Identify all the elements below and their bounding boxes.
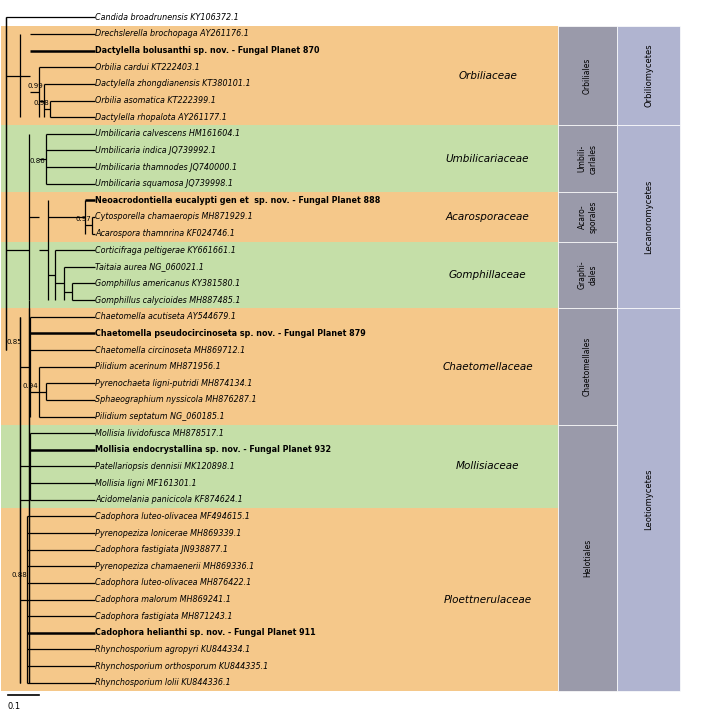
Bar (557, 192, 617, 242)
Bar (1, 192, 557, 242)
Text: Gomphillus americanus KY381580.1: Gomphillus americanus KY381580.1 (95, 279, 241, 288)
Text: Cadophora fastigiata JN938877.1: Cadophora fastigiata JN938877.1 (95, 545, 228, 554)
Text: Cadophora fastigiata MH871243.1: Cadophora fastigiata MH871243.1 (95, 611, 233, 621)
Text: Rhynchosporium agropyri KU844334.1: Rhynchosporium agropyri KU844334.1 (95, 645, 251, 654)
Text: Pyrenopeziza lonicerae MH869339.1: Pyrenopeziza lonicerae MH869339.1 (95, 528, 241, 538)
Text: Dactylella zhongdianensis KT380101.1: Dactylella zhongdianensis KT380101.1 (95, 80, 251, 88)
Bar (1, 309, 557, 425)
Text: Rhynchosporium orthosporum KU844335.1: Rhynchosporium orthosporum KU844335.1 (95, 661, 269, 670)
Text: Dactylella rhopalota AY261177.1: Dactylella rhopalota AY261177.1 (95, 112, 227, 122)
Text: Lecanoromycetes: Lecanoromycetes (644, 180, 654, 254)
Text: Mollisia endocrystallina sp. nov. - Fungal Planet 932: Mollisia endocrystallina sp. nov. - Fung… (95, 445, 331, 454)
Text: Pyrenopeziza chamaenerii MH869336.1: Pyrenopeziza chamaenerii MH869336.1 (95, 562, 255, 571)
Text: Orbiliomycetes: Orbiliomycetes (644, 44, 654, 107)
Text: 0.85: 0.85 (6, 338, 22, 345)
Text: Umbili-
carlales: Umbili- carlales (578, 144, 597, 173)
Text: Chaetomella pseudocircinoseta sp. nov. - Fungal Planet 879: Chaetomella pseudocircinoseta sp. nov. -… (95, 329, 366, 338)
Text: 0.94: 0.94 (23, 383, 39, 389)
Text: Dactylella bolusanthi sp. nov. - Fungal Planet 870: Dactylella bolusanthi sp. nov. - Fungal … (95, 46, 320, 55)
Text: Sphaeographium nyssicola MH876287.1: Sphaeographium nyssicola MH876287.1 (95, 395, 257, 405)
Text: Ploettnerulaceae: Ploettnerulaceae (444, 594, 531, 604)
Text: Pilidium septatum NG_060185.1: Pilidium septatum NG_060185.1 (95, 412, 225, 421)
Text: 0.98: 0.98 (33, 100, 49, 106)
Text: Umbilicaria calvescens HM161604.1: Umbilicaria calvescens HM161604.1 (95, 129, 240, 138)
Text: Acaro-
sporales: Acaro- sporales (578, 201, 597, 233)
Bar (1, 242, 557, 309)
Text: Umbilicaria squamosa JQ739998.1: Umbilicaria squamosa JQ739998.1 (95, 179, 233, 188)
Text: Acarosporaceae: Acarosporaceae (446, 212, 529, 222)
Text: 0.99: 0.99 (27, 83, 44, 90)
Text: Orbilia cardui KT222403.1: Orbilia cardui KT222403.1 (95, 63, 200, 72)
Bar (557, 26, 617, 125)
Text: Acarospora thamnrina KF024746.1: Acarospora thamnrina KF024746.1 (95, 229, 235, 238)
Bar (1, 125, 557, 192)
Text: 0.1: 0.1 (8, 702, 21, 711)
Text: Candida broadrunensis KY106372.1: Candida broadrunensis KY106372.1 (95, 13, 239, 22)
Text: Acidomelania panicicola KF874624.1: Acidomelania panicicola KF874624.1 (95, 496, 243, 504)
Text: Chaetomellales: Chaetomellales (583, 337, 592, 396)
Text: 0.86: 0.86 (29, 159, 46, 164)
Text: Taitaia aurea NG_060021.1: Taitaia aurea NG_060021.1 (95, 262, 204, 272)
Text: Cadophora luteo-olivacea MF494615.1: Cadophora luteo-olivacea MF494615.1 (95, 512, 250, 521)
Bar (557, 125, 617, 192)
Text: Patellariopsis dennisii MK120898.1: Patellariopsis dennisii MK120898.1 (95, 462, 235, 471)
Bar (1, 26, 557, 125)
Text: Umbilicaria indica JQ739992.1: Umbilicaria indica JQ739992.1 (95, 146, 216, 155)
Text: Chaetomellaceae: Chaetomellaceae (442, 362, 533, 372)
Text: Umbilicaria thamnodes JQ740000.1: Umbilicaria thamnodes JQ740000.1 (95, 163, 237, 171)
Text: Pyrenochaeta ligni-putridi MH874134.1: Pyrenochaeta ligni-putridi MH874134.1 (95, 379, 253, 387)
Text: Orbilia asomatica KT222399.1: Orbilia asomatica KT222399.1 (95, 96, 216, 105)
Text: Pilidium acerinum MH871956.1: Pilidium acerinum MH871956.1 (95, 362, 221, 371)
Bar (1, 9, 557, 26)
Text: Umbilicariaceae: Umbilicariaceae (446, 154, 529, 164)
Text: Mollisia ligni MF161301.1: Mollisia ligni MF161301.1 (95, 479, 197, 488)
Text: Orbiliales: Orbiliales (583, 58, 592, 94)
Text: Leotiomycetes: Leotiomycetes (644, 469, 654, 530)
Text: Mollisia lividofusca MH878517.1: Mollisia lividofusca MH878517.1 (95, 429, 224, 438)
Bar (557, 425, 617, 691)
Text: 0.88: 0.88 (12, 572, 27, 577)
Text: Gomphillus calycioides MH887485.1: Gomphillus calycioides MH887485.1 (95, 296, 241, 304)
Bar (557, 242, 617, 309)
Text: Neoacrodontiella eucalypti gen et  sp. nov. - Fungal Planet 888: Neoacrodontiella eucalypti gen et sp. no… (95, 196, 380, 205)
Text: Chaetomella acutiseta AY544679.1: Chaetomella acutiseta AY544679.1 (95, 312, 237, 321)
Bar (557, 309, 617, 425)
Text: Corticifraga peltigerae KY661661.1: Corticifraga peltigerae KY661661.1 (95, 246, 236, 255)
Bar (1, 425, 557, 508)
Text: Drechslerella brochopaga AY261176.1: Drechslerella brochopaga AY261176.1 (95, 29, 249, 38)
Text: Cadophora luteo-olivacea MH876422.1: Cadophora luteo-olivacea MH876422.1 (95, 579, 251, 587)
Text: Helotiales: Helotiales (583, 539, 592, 577)
Text: Rhynchosporium lolii KU844336.1: Rhynchosporium lolii KU844336.1 (95, 678, 231, 688)
Text: Cadophora malorum MH869241.1: Cadophora malorum MH869241.1 (95, 595, 231, 604)
Text: Chaetomella circinoseta MH869712.1: Chaetomella circinoseta MH869712.1 (95, 346, 246, 355)
Bar (617, 125, 680, 309)
Text: 0.97: 0.97 (75, 216, 91, 223)
Bar (617, 309, 680, 691)
Text: Graphi-
dales: Graphi- dales (578, 261, 597, 289)
Bar (1, 508, 557, 691)
Bar (617, 26, 680, 125)
Text: Gomphillaceae: Gomphillaceae (449, 270, 526, 280)
Text: Mollisiaceae: Mollisiaceae (456, 461, 519, 471)
Text: Cytosporella chamaeropis MH871929.1: Cytosporella chamaeropis MH871929.1 (95, 213, 253, 221)
Text: Cadophora helianthi sp. nov. - Fungal Planet 911: Cadophora helianthi sp. nov. - Fungal Pl… (95, 629, 316, 637)
Text: Orbiliaceae: Orbiliaceae (458, 70, 517, 80)
